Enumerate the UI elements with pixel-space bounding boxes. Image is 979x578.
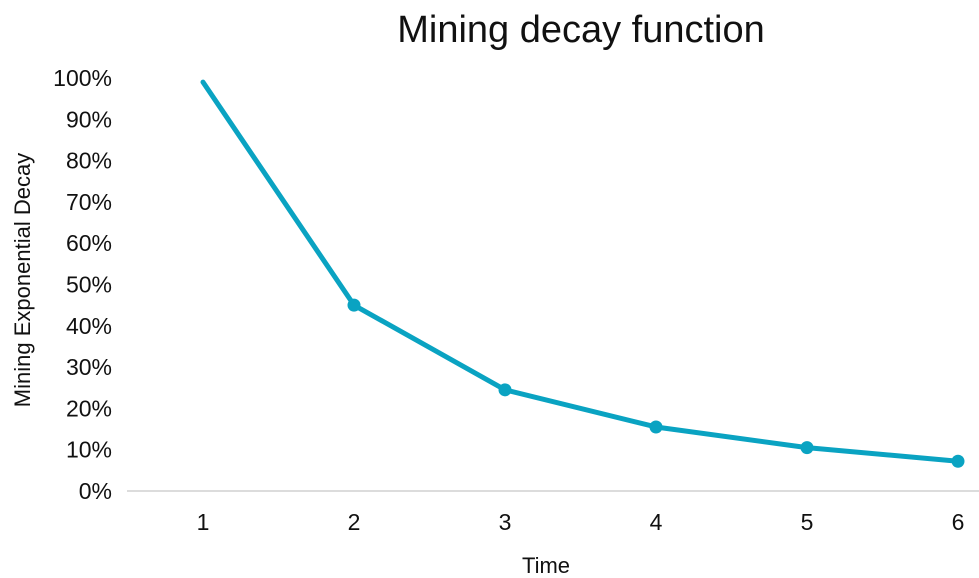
data-point <box>498 383 512 397</box>
y-tick-label: 90% <box>66 106 112 132</box>
series-group <box>200 79 965 468</box>
x-axis-title: Time <box>522 553 570 578</box>
y-tick-label: 30% <box>66 354 112 380</box>
data-point <box>347 298 361 312</box>
y-tick-label: 70% <box>66 189 112 215</box>
y-tick-label: 60% <box>66 230 112 256</box>
data-point <box>800 441 814 455</box>
data-point <box>649 420 663 434</box>
y-tick-label: 0% <box>79 478 112 504</box>
x-axis-tick-labels: 1 2 3 4 5 6 <box>197 509 965 535</box>
y-tick-label: 20% <box>66 395 112 421</box>
y-tick-label: 50% <box>66 272 112 298</box>
y-tick-label: 10% <box>66 437 112 463</box>
x-tick-label: 3 <box>499 509 512 535</box>
y-axis-title: Mining Exponential Decay <box>10 153 35 407</box>
x-tick-label: 1 <box>197 509 210 535</box>
data-point <box>951 454 965 468</box>
y-tick-label: 80% <box>66 148 112 174</box>
x-tick-label: 4 <box>650 509 663 535</box>
y-tick-label: 40% <box>66 313 112 339</box>
x-tick-label: 6 <box>952 509 965 535</box>
series-line <box>200 79 961 464</box>
chart-title: Mining decay function <box>397 9 765 51</box>
x-tick-label: 5 <box>801 509 814 535</box>
y-tick-label: 100% <box>53 65 112 91</box>
y-axis-tick-labels: 0% 10% 20% 30% 40% 50% 60% 70% 80% 90% 100% <box>53 65 112 504</box>
x-tick-label: 2 <box>348 509 361 535</box>
